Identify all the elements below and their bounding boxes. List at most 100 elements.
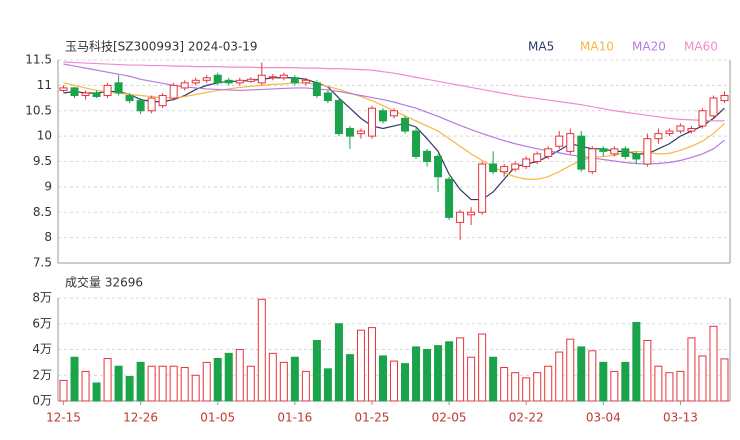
- volume-bar: [533, 372, 542, 402]
- volume-bar: [268, 352, 277, 402]
- volume-bar: [643, 339, 652, 402]
- volume-bar: [489, 356, 498, 402]
- x-tick-label: 12-15: [46, 411, 81, 425]
- candle-body: [654, 133, 663, 140]
- volume-bar: [312, 339, 321, 402]
- volume-bar: [434, 345, 443, 402]
- volume-bar: [401, 363, 410, 402]
- candle-body: [202, 77, 211, 81]
- x-tick-label: 02-22: [509, 411, 544, 425]
- candle-body: [103, 84, 112, 97]
- volume-bar: [246, 365, 255, 402]
- volume-bar: [70, 356, 79, 402]
- volume-bar: [81, 370, 90, 402]
- volume-bar: [632, 321, 641, 402]
- candle-body: [125, 95, 134, 102]
- candle-body: [698, 110, 707, 127]
- legend-label: MA10: [580, 40, 614, 54]
- volume-bar: [654, 365, 663, 402]
- volume-bar: [456, 337, 465, 402]
- candle-body: [445, 178, 454, 218]
- y-tick-label: 9.5: [33, 154, 52, 168]
- candle-body: [70, 87, 79, 97]
- volume-bar: [555, 351, 564, 402]
- candle-body: [643, 138, 652, 165]
- volume-bar: [698, 355, 707, 402]
- volume-title: 成交量 32696: [65, 275, 143, 290]
- candle-body: [59, 87, 68, 91]
- volume-bar: [356, 329, 365, 402]
- volume-bar: [213, 358, 222, 402]
- volume-bar: [511, 372, 520, 402]
- y-tick-label: 8万: [32, 291, 52, 305]
- volume-bar: [290, 356, 299, 402]
- volume-bar: [136, 361, 145, 402]
- y-tick-label: 4万: [32, 342, 52, 356]
- y-tick-label: 8.5: [33, 205, 52, 219]
- candle-body: [665, 130, 674, 135]
- candle-body: [423, 150, 432, 163]
- volume-bar: [610, 370, 619, 402]
- y-tick-label: 9: [44, 179, 52, 193]
- volume-bar: [301, 370, 310, 402]
- x-tick-label: 01-05: [200, 411, 235, 425]
- candle-body: [323, 92, 332, 102]
- chart-title: 玉马科技[SZ300993] 2024-03-19: [65, 40, 258, 54]
- candle-body: [290, 77, 299, 84]
- volume-bar: [599, 361, 608, 402]
- volume-bar: [92, 382, 101, 402]
- volume-bar: [279, 361, 288, 402]
- x-tick-label: 03-04: [586, 411, 621, 425]
- ma-line: [63, 61, 725, 122]
- volume-bar: [500, 367, 509, 402]
- x-tick-label: 03-13: [663, 411, 698, 425]
- candle-body: [301, 79, 310, 84]
- candle-body: [114, 82, 123, 94]
- candle-body: [136, 100, 145, 112]
- legend-label: MA60: [684, 40, 718, 54]
- candle-body: [213, 74, 222, 84]
- candle-body: [401, 117, 410, 132]
- volume-bar: [224, 352, 233, 402]
- candle-body: [720, 95, 729, 102]
- candle-body: [522, 158, 531, 168]
- volume-bar: [125, 376, 134, 402]
- candle-body: [489, 163, 498, 173]
- volume-bar: [445, 341, 454, 402]
- candle-body: [235, 79, 244, 84]
- volume-bar: [235, 349, 244, 402]
- volume-bar: [367, 327, 376, 402]
- candle-body: [566, 133, 575, 152]
- candle-body: [378, 110, 387, 122]
- volume-bar: [378, 355, 387, 402]
- candle-body: [632, 153, 641, 160]
- volume-bar: [709, 325, 718, 402]
- candle-body: [478, 163, 487, 213]
- x-tick-label: 01-16: [277, 411, 312, 425]
- volume-bar: [323, 368, 332, 402]
- candle-body: [224, 79, 233, 84]
- candle-body: [577, 135, 586, 170]
- candle-body: [687, 128, 696, 132]
- candle-body: [268, 76, 277, 79]
- volume-bar: [621, 361, 630, 402]
- candle-body: [367, 107, 376, 137]
- y-tick-label: 7.5: [33, 256, 52, 270]
- volume-bar: [566, 338, 575, 402]
- volume-bar: [345, 354, 354, 402]
- y-tick-label: 2万: [32, 368, 52, 382]
- y-tick-label: 6万: [32, 316, 52, 330]
- volume-bar: [158, 365, 167, 402]
- volume-bar: [665, 372, 674, 402]
- candle-body: [434, 155, 443, 178]
- y-tick-label: 11.5: [25, 53, 52, 67]
- x-tick-label: 02-05: [432, 411, 467, 425]
- volume-bar: [334, 323, 343, 402]
- candle-body: [279, 74, 288, 79]
- volume-bar: [257, 298, 266, 402]
- volume-bar: [687, 337, 696, 402]
- volume-bar: [544, 365, 553, 402]
- candle-body: [621, 148, 630, 157]
- candle-body: [312, 82, 321, 97]
